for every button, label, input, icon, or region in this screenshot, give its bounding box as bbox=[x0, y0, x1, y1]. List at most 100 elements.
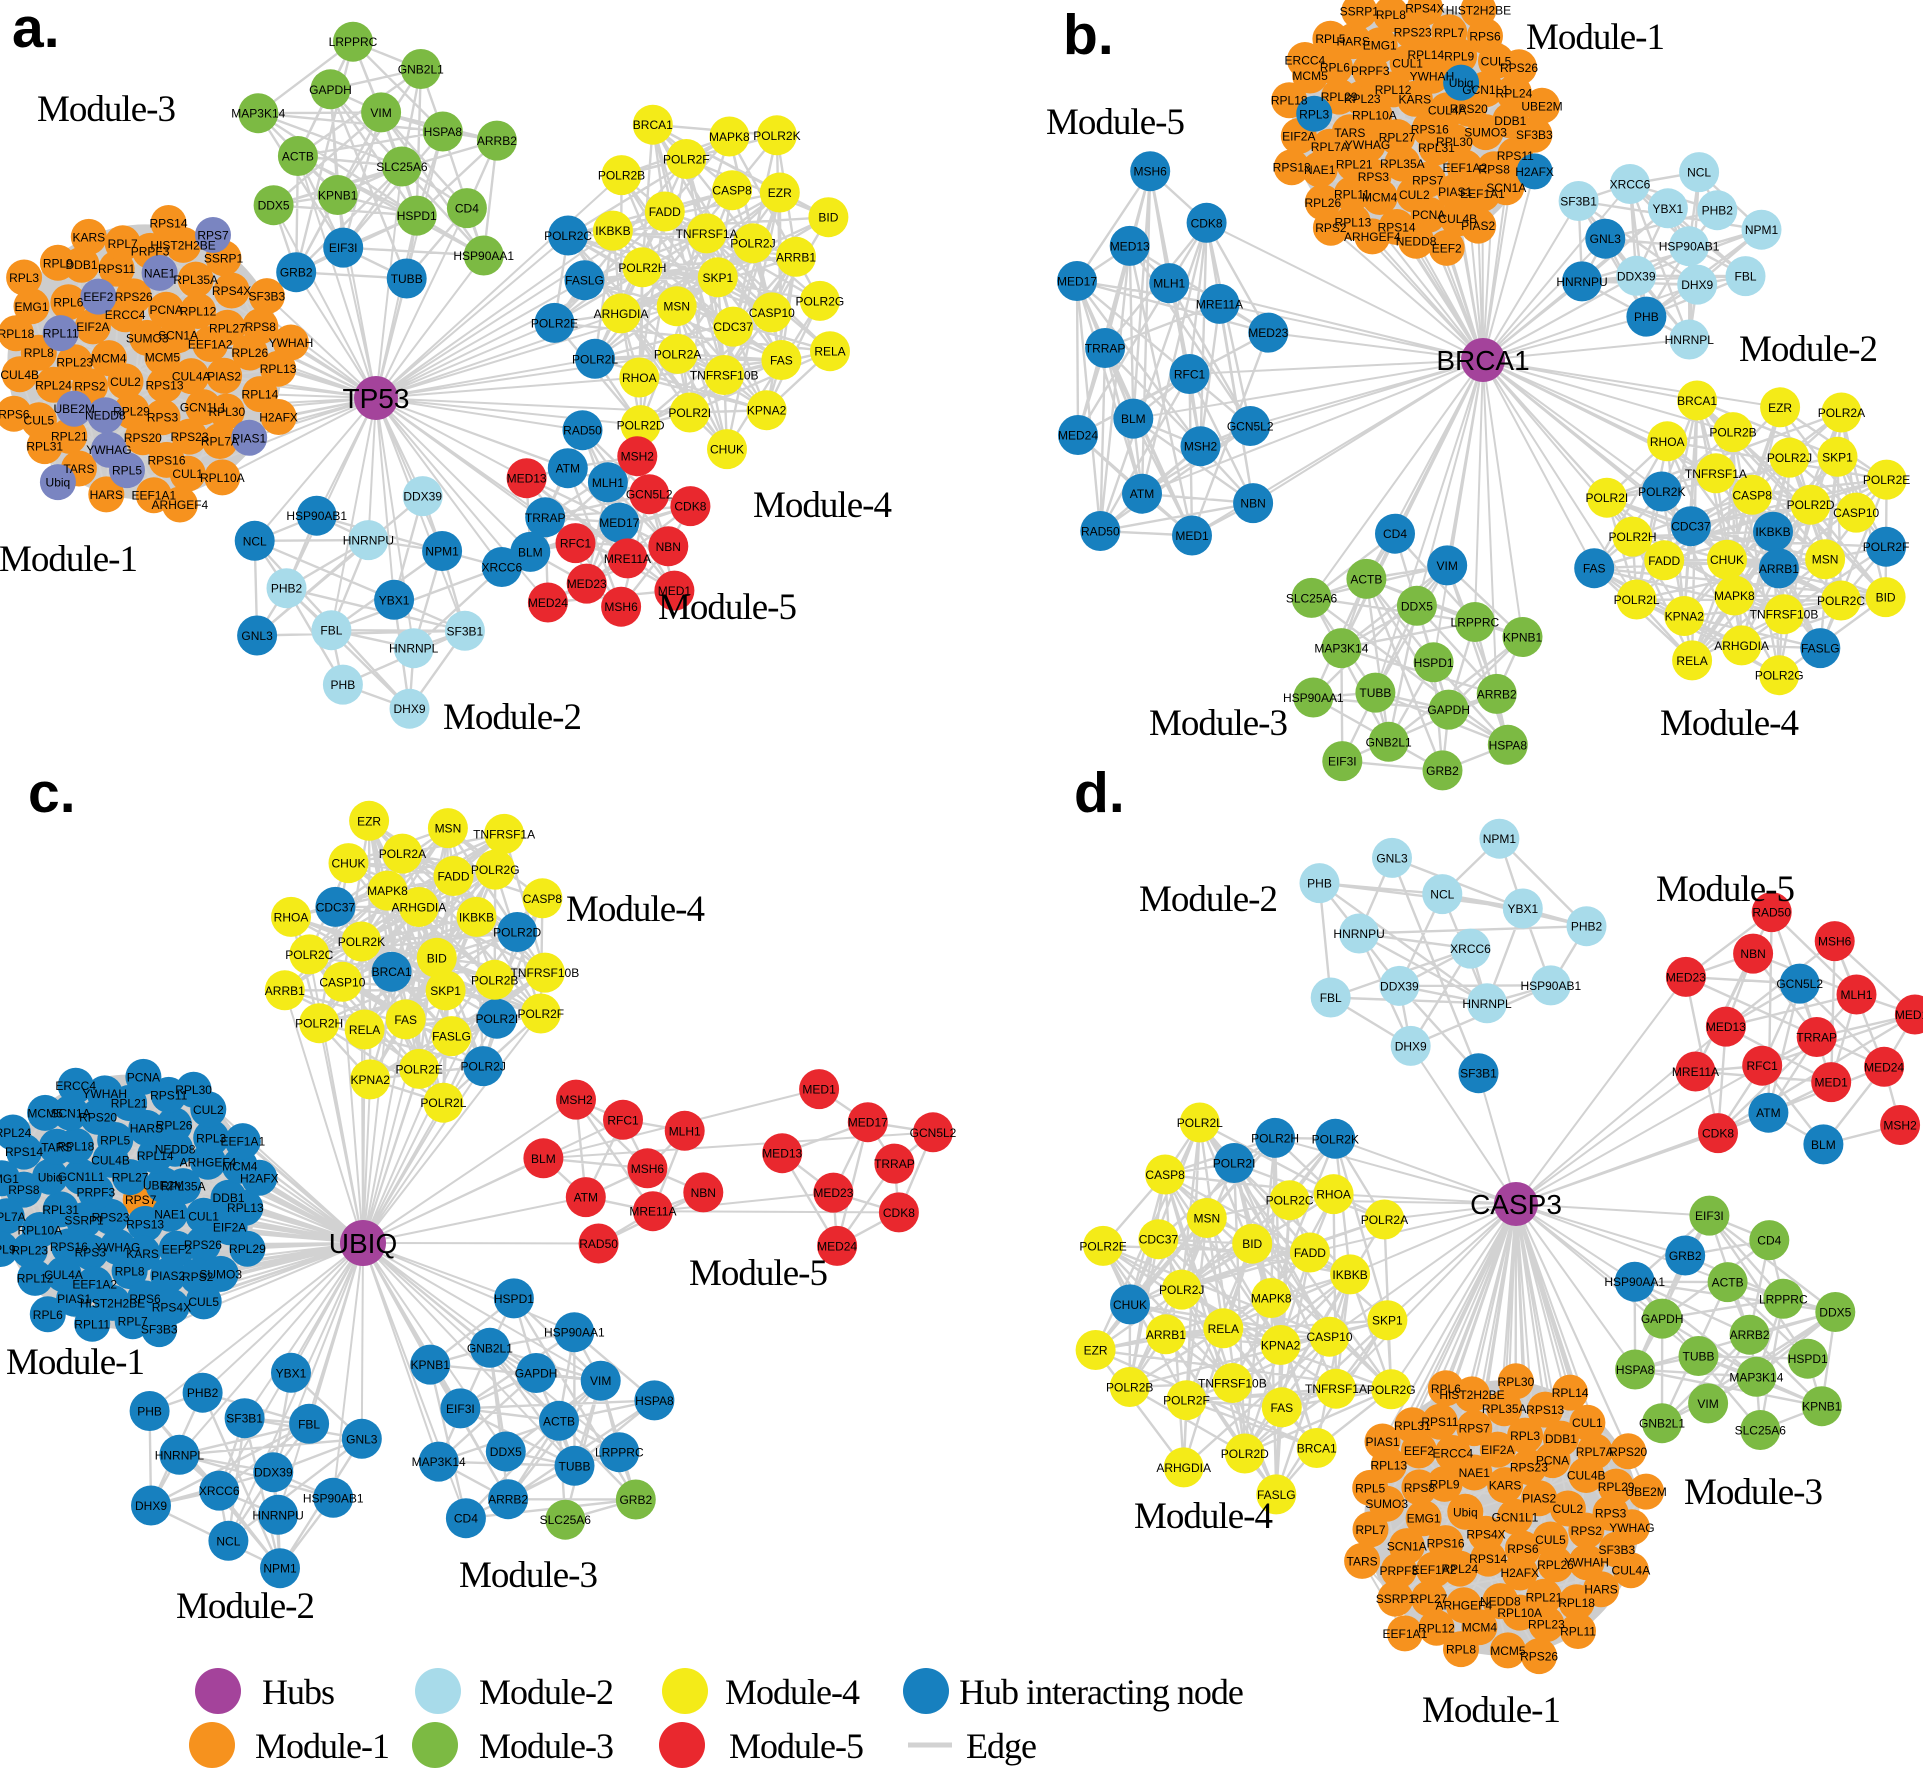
svg-text:DHX9: DHX9 bbox=[135, 1499, 167, 1513]
svg-text:NBN: NBN bbox=[1740, 947, 1765, 961]
svg-text:ARRB1: ARRB1 bbox=[1146, 1328, 1186, 1342]
svg-text:RPS23: RPS23 bbox=[1394, 25, 1432, 39]
svg-text:KPNB1: KPNB1 bbox=[411, 1358, 451, 1372]
svg-text:RPS20: RPS20 bbox=[1609, 1445, 1647, 1459]
svg-text:EEF1A1: EEF1A1 bbox=[1460, 187, 1505, 201]
svg-text:HSPD1: HSPD1 bbox=[1414, 656, 1454, 670]
svg-text:SLC25A6: SLC25A6 bbox=[1286, 591, 1338, 605]
svg-text:RPL7: RPL7 bbox=[1434, 26, 1464, 40]
svg-text:POLR2K: POLR2K bbox=[1638, 485, 1685, 499]
svg-text:POLR2J: POLR2J bbox=[1159, 1283, 1204, 1297]
svg-text:MSH6: MSH6 bbox=[604, 600, 638, 614]
svg-text:HARS: HARS bbox=[130, 1121, 163, 1135]
svg-text:CUL5: CUL5 bbox=[1535, 1533, 1566, 1547]
svg-text:EMG1: EMG1 bbox=[0, 1172, 19, 1186]
svg-text:SF3B1: SF3B1 bbox=[226, 1412, 263, 1426]
svg-text:GCN1L1: GCN1L1 bbox=[1492, 1510, 1539, 1524]
svg-text:RPL30: RPL30 bbox=[1498, 1375, 1535, 1389]
svg-text:RPS13: RPS13 bbox=[145, 378, 183, 392]
svg-text:Module-3: Module-3 bbox=[1684, 1472, 1822, 1513]
svg-text:NEDD8: NEDD8 bbox=[85, 409, 126, 423]
svg-text:MED13: MED13 bbox=[762, 1147, 802, 1161]
svg-text:DHX9: DHX9 bbox=[1395, 1039, 1427, 1053]
svg-text:RPS20: RPS20 bbox=[1450, 102, 1488, 116]
svg-text:Hubs: Hubs bbox=[262, 1672, 334, 1712]
svg-text:RPL10A: RPL10A bbox=[1352, 109, 1397, 123]
svg-text:RPL3: RPL3 bbox=[1299, 107, 1329, 121]
svg-text:RPL12: RPL12 bbox=[1375, 83, 1412, 97]
svg-text:TRRAP: TRRAP bbox=[525, 511, 566, 525]
svg-text:RELA: RELA bbox=[1208, 1322, 1239, 1336]
svg-text:SSRP1: SSRP1 bbox=[204, 252, 244, 266]
svg-text:RPS4X: RPS4X bbox=[1405, 1, 1444, 15]
svg-text:FADD: FADD bbox=[1294, 1246, 1326, 1260]
svg-text:MED1: MED1 bbox=[1815, 1076, 1849, 1090]
svg-text:RPL24: RPL24 bbox=[1496, 86, 1533, 100]
svg-text:POLR2K: POLR2K bbox=[338, 935, 385, 949]
svg-text:H2AFX: H2AFX bbox=[1500, 1566, 1539, 1580]
svg-text:DDX39: DDX39 bbox=[1380, 979, 1419, 993]
svg-text:RPS16: RPS16 bbox=[1427, 1537, 1465, 1551]
svg-text:CD4: CD4 bbox=[1757, 1234, 1781, 1248]
svg-text:MED17: MED17 bbox=[1895, 1008, 1923, 1022]
svg-text:FASLG: FASLG bbox=[1257, 1488, 1296, 1502]
svg-text:RPL31: RPL31 bbox=[26, 440, 63, 454]
svg-text:POLR2K: POLR2K bbox=[1312, 1132, 1359, 1146]
svg-text:RPL6: RPL6 bbox=[33, 1308, 63, 1322]
svg-text:PIAS1: PIAS1 bbox=[1365, 1435, 1399, 1449]
svg-text:Module-5: Module-5 bbox=[1046, 102, 1184, 143]
svg-text:CD4: CD4 bbox=[1383, 527, 1407, 541]
svg-text:MRE11A: MRE11A bbox=[604, 552, 651, 566]
svg-text:PHB2: PHB2 bbox=[1571, 920, 1603, 934]
svg-text:BLM: BLM bbox=[531, 1152, 556, 1166]
svg-text:RPS14: RPS14 bbox=[149, 217, 187, 231]
svg-text:Edge: Edge bbox=[966, 1726, 1036, 1766]
svg-text:MCM5: MCM5 bbox=[27, 1106, 63, 1120]
svg-text:Module-5: Module-5 bbox=[1656, 869, 1794, 910]
svg-text:KPNA2: KPNA2 bbox=[747, 404, 787, 418]
svg-text:RPL14: RPL14 bbox=[137, 1149, 174, 1163]
svg-text:TNFRSF1A: TNFRSF1A bbox=[1685, 467, 1747, 481]
svg-text:XRCC6: XRCC6 bbox=[481, 561, 522, 575]
svg-text:CASP10: CASP10 bbox=[749, 306, 795, 320]
svg-text:MCM4: MCM4 bbox=[1362, 191, 1398, 205]
svg-text:RPL18: RPL18 bbox=[1558, 1596, 1595, 1610]
svg-text:FBL: FBL bbox=[298, 1417, 320, 1431]
svg-text:NCL: NCL bbox=[1687, 166, 1711, 180]
svg-text:MED17: MED17 bbox=[1057, 275, 1097, 289]
svg-text:Module-4: Module-4 bbox=[725, 1672, 860, 1712]
svg-text:RPL5: RPL5 bbox=[1315, 32, 1345, 46]
svg-text:POLR2E: POLR2E bbox=[1863, 473, 1910, 487]
svg-text:HSP90AB1: HSP90AB1 bbox=[1659, 240, 1720, 254]
svg-text:GCN1L1: GCN1L1 bbox=[58, 1170, 105, 1184]
svg-text:FAS: FAS bbox=[394, 1013, 417, 1027]
svg-text:POLR2H: POLR2H bbox=[295, 1017, 343, 1031]
svg-text:EEF2: EEF2 bbox=[1404, 1444, 1434, 1458]
svg-text:RPS11: RPS11 bbox=[1497, 149, 1534, 163]
svg-text:RAD50: RAD50 bbox=[1752, 906, 1791, 920]
svg-text:CUL1: CUL1 bbox=[1392, 56, 1423, 70]
svg-text:RPL3: RPL3 bbox=[1510, 1429, 1540, 1443]
svg-text:PCNA: PCNA bbox=[1536, 1454, 1569, 1468]
svg-text:RPL8: RPL8 bbox=[24, 346, 54, 360]
svg-text:Module-2: Module-2 bbox=[479, 1672, 613, 1712]
svg-text:EIF2A: EIF2A bbox=[1282, 130, 1315, 144]
svg-text:H2AFX: H2AFX bbox=[240, 1171, 279, 1185]
svg-text:CUL4A: CUL4A bbox=[44, 1268, 83, 1282]
svg-text:RPL10A: RPL10A bbox=[17, 1224, 62, 1238]
svg-text:MAPK8: MAPK8 bbox=[367, 884, 408, 898]
svg-text:FASLG: FASLG bbox=[432, 1030, 471, 1044]
svg-text:EEF1A2: EEF1A2 bbox=[188, 338, 233, 352]
svg-text:POLR2A: POLR2A bbox=[1361, 1213, 1408, 1227]
svg-text:POLR2D: POLR2D bbox=[1787, 498, 1835, 512]
svg-text:XRCC6: XRCC6 bbox=[1450, 942, 1491, 956]
svg-text:IKBKB: IKBKB bbox=[1332, 1268, 1367, 1282]
svg-text:MSH2: MSH2 bbox=[1883, 1119, 1917, 1133]
svg-text:TNFRSF1A: TNFRSF1A bbox=[676, 227, 738, 241]
svg-text:HSP90AA1: HSP90AA1 bbox=[453, 249, 514, 263]
svg-text:Module-3: Module-3 bbox=[37, 89, 175, 130]
svg-text:LRPPRC: LRPPRC bbox=[1759, 1292, 1808, 1306]
svg-text:SKP1: SKP1 bbox=[1372, 1314, 1403, 1328]
svg-text:POLR2J: POLR2J bbox=[1767, 451, 1812, 465]
svg-text:RPS8: RPS8 bbox=[1404, 1481, 1436, 1495]
